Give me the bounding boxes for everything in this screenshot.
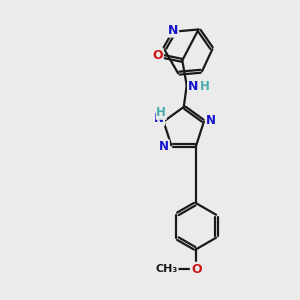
Text: N: N	[168, 24, 178, 37]
Text: H: H	[200, 80, 209, 93]
Text: O: O	[152, 50, 163, 62]
Text: H: H	[156, 106, 166, 119]
Text: N: N	[159, 140, 169, 153]
Text: N: N	[206, 114, 216, 127]
Text: N: N	[188, 80, 198, 93]
Text: N: N	[154, 112, 164, 125]
Text: O: O	[191, 263, 202, 276]
Text: CH₃: CH₃	[156, 264, 178, 274]
